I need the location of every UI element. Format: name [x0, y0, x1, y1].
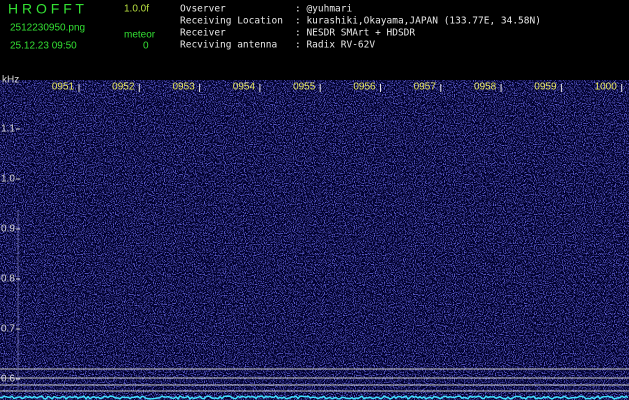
noise [0, 80, 629, 400]
time-label: 0954 [233, 82, 256, 93]
time-label: 0959 [534, 82, 557, 93]
freq-unit: kHz [2, 75, 19, 86]
info-label: Recviving antenna [180, 40, 277, 51]
meteor-label: meteor [124, 30, 156, 41]
time-label: 0952 [112, 82, 135, 93]
filename: 2512230950.png [10, 23, 85, 34]
info-value: : Radix RV-62V [295, 40, 375, 51]
time-label: 0958 [474, 82, 497, 93]
meteor-count: 0 [143, 41, 149, 52]
info-value: : @yuhmari [295, 4, 352, 15]
header-bg [0, 0, 629, 80]
info-label: Receiver [180, 28, 226, 39]
time-label: 0956 [353, 82, 376, 93]
version: 1.0.0f [124, 4, 149, 15]
time-label: 0953 [172, 82, 195, 93]
info-value: : NESDR SMArt + HDSDR [295, 28, 415, 39]
freq-label: 1.1 [1, 124, 15, 135]
app-name: H R O F F T [8, 1, 84, 17]
freq-label: 0.6 [1, 374, 15, 385]
info-value: : kurashiki,Okayama,JAPAN (133.77E, 34.5… [295, 16, 541, 27]
freq-label: 1.0 [1, 174, 15, 185]
info-label: Ovserver [180, 4, 226, 15]
freq-label: 0.9 [1, 224, 15, 235]
time-label: 1000 [595, 82, 618, 93]
freq-label: 0.7 [1, 324, 15, 335]
time-label: 0957 [414, 82, 437, 93]
baseline-lines [0, 368, 629, 392]
freq-label: 0.8 [1, 274, 15, 285]
datetime: 25.12.23 09:50 [10, 41, 77, 52]
time-label: 0951 [52, 82, 75, 93]
time-label: 0955 [293, 82, 316, 93]
info-label: Receiving Location [180, 16, 283, 27]
signal-trace [0, 395, 629, 400]
